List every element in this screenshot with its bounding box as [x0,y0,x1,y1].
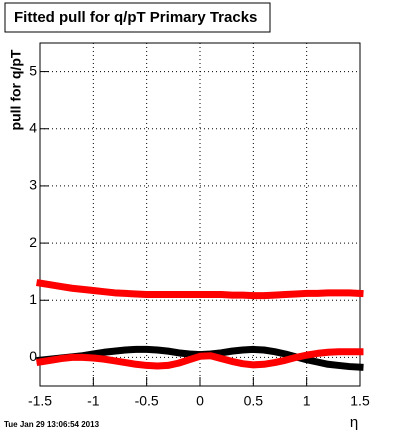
footer: Tue Jan 29 13:06:54 2013 [4,420,100,429]
x-tick-label: -0.5 [135,393,159,409]
y-axis-label: pull for q/pT [8,49,24,130]
x-axis-label: η [350,414,358,431]
y-tick-label: 3 [29,177,37,193]
x-tick-label: -1.5 [28,393,52,409]
y-tick-label: 1 [29,291,37,307]
data-line [35,348,364,370]
x-tick-label: 1.5 [350,393,370,409]
x-tick-label: 1 [303,393,311,409]
y-tick-label: 0 [29,348,37,364]
x-tick-label: 0.5 [244,393,264,409]
chart-title: Fitted pull for q/pT Primary Tracks [14,9,257,26]
y-tick-label: 4 [29,119,37,135]
plot-frame [39,42,361,387]
y-tick-label: 2 [29,234,37,250]
y-tick-label: 5 [29,62,37,78]
x-tick-label: 0 [196,393,204,409]
title-box [4,2,271,33]
x-tick-label: -1 [87,393,100,409]
data-line [35,279,364,300]
